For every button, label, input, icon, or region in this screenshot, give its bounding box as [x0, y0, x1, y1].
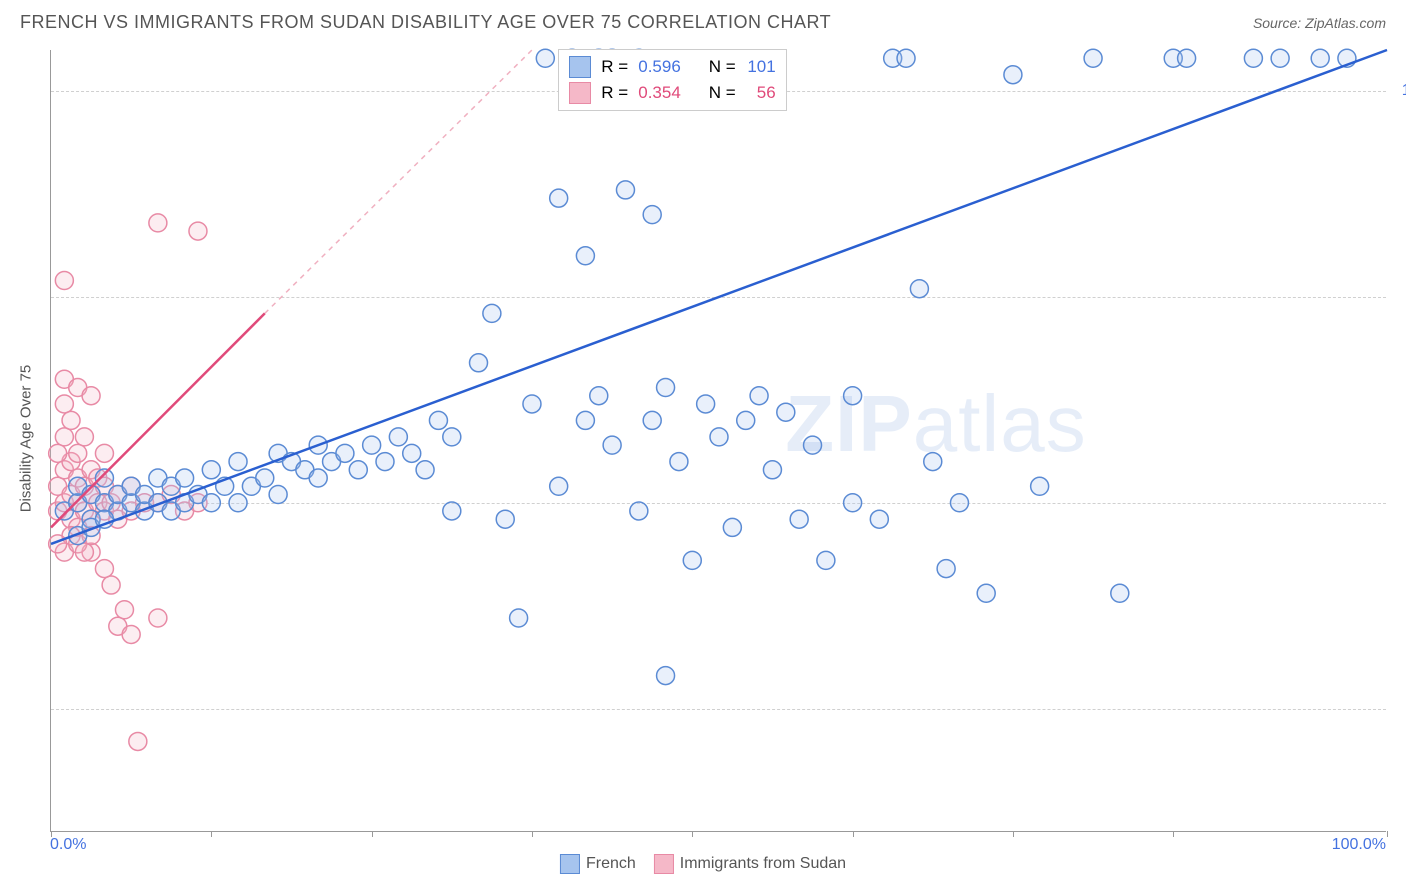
legend-n-label2: N = [709, 83, 736, 103]
legend-n-value-pink: 56 [746, 83, 776, 103]
legend-stats-row-blue: R = 0.596 N = 101 [569, 54, 775, 80]
legend-n-value-blue: 101 [746, 57, 776, 77]
y-tick-label: 25.0% [1396, 700, 1406, 718]
legend-r-label2: R = [601, 83, 628, 103]
legend-bottom-swatch-blue [560, 854, 580, 874]
legend-item-blue: French [560, 854, 636, 874]
chart-plot-area: ZIPatlas R = 0.596 N = 101 R = 0.354 N =… [50, 50, 1386, 832]
legend-r-value-blue: 0.596 [638, 57, 681, 77]
y-tick-label: 100.0% [1396, 82, 1406, 100]
x-axis-max-label: 100.0% [1332, 836, 1386, 854]
legend-n-label: N = [709, 57, 736, 77]
legend-r-value-pink: 0.354 [638, 83, 681, 103]
legend-swatch-blue [569, 56, 591, 78]
legend-label-blue: French [586, 855, 636, 873]
legend-label-pink: Immigrants from Sudan [680, 855, 846, 873]
legend-r-label: R = [601, 57, 628, 77]
scatter-plot-svg [51, 50, 1386, 831]
chart-title: FRENCH VS IMMIGRANTS FROM SUDAN DISABILI… [20, 12, 831, 33]
y-tick-label: 75.0% [1396, 288, 1406, 306]
legend-stats-row-pink: R = 0.354 N = 56 [569, 80, 775, 106]
legend-bottom-swatch-pink [654, 854, 674, 874]
y-axis-title: Disability Age Over 75 [17, 365, 34, 513]
legend-stats-box: R = 0.596 N = 101 R = 0.354 N = 56 [558, 49, 786, 111]
y-tick-label: 50.0% [1396, 494, 1406, 512]
legend-swatch-pink [569, 82, 591, 104]
x-axis-min-label: 0.0% [50, 836, 86, 854]
legend-series-box: French Immigrants from Sudan [560, 854, 846, 874]
chart-source: Source: ZipAtlas.com [1253, 15, 1386, 31]
legend-item-pink: Immigrants from Sudan [654, 854, 846, 874]
